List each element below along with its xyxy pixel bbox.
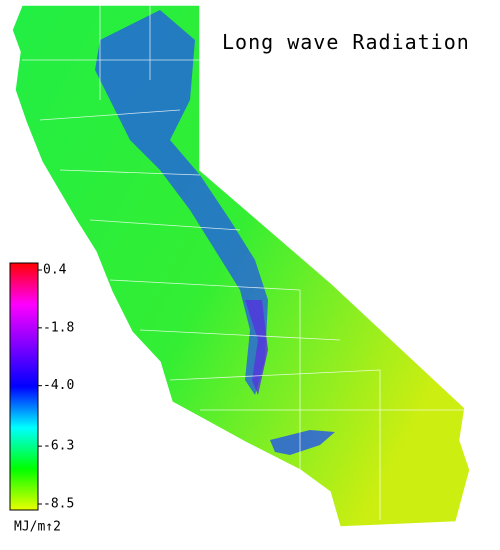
high-radiation-band: [95, 10, 268, 395]
colorbar-tick-label: -1.8: [43, 320, 74, 335]
colorbar-tick-label: 0.4: [43, 263, 67, 278]
county-lines: [22, 5, 465, 520]
colorbar-tick-label: -6.3: [43, 439, 74, 454]
colorbar: MJ/m↑2 0.4 -1.8 -4.0 -6.3 -8.5: [9, 262, 74, 535]
map-title: Long wave Radiation: [222, 30, 470, 54]
colorbar-tick-label: -8.5: [43, 497, 74, 512]
colorbar-tick-label: -4.0: [43, 378, 74, 393]
colorbar-unit: MJ/m↑2: [14, 520, 61, 535]
california-map: [11, 4, 471, 528]
colorbar-scale: [9, 262, 39, 511]
south-band: [270, 430, 335, 455]
mountain-band: [245, 300, 268, 395]
